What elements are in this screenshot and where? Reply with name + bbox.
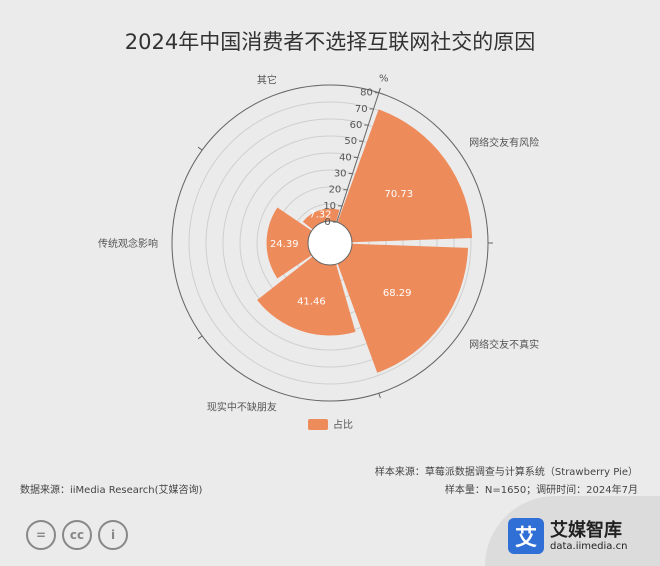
data-label: 70.73 xyxy=(385,189,414,200)
legend-label: 占比 xyxy=(333,418,353,431)
polar-bar-2 xyxy=(257,256,356,336)
axis-unit-label: % xyxy=(379,74,389,85)
radial-tick-label: 40 xyxy=(339,152,352,163)
radial-tick-label: 50 xyxy=(344,136,357,147)
grid-ring xyxy=(205,118,455,368)
radial-tick-label: 20 xyxy=(329,185,342,196)
polar-bar-3 xyxy=(266,207,312,279)
category-label: 传统观念影响 xyxy=(98,237,158,250)
grid-ring xyxy=(188,101,472,385)
radial-tick-label: 0 xyxy=(324,217,330,228)
polar-bar-chart: 70.73 网络交友有风险 68.29 网络交友不真实 41.46 现实中不缺朋友 24.3… xyxy=(98,73,539,431)
radial-tick-label: 60 xyxy=(350,120,363,131)
radial-tick-label: 30 xyxy=(334,169,347,180)
angle-tick xyxy=(197,335,203,340)
brand-url[interactable]: data.iimedia.cn xyxy=(550,540,628,552)
legend-swatch xyxy=(308,419,328,430)
data-source: 数据来源：iiMedia Research(艾媒咨询) xyxy=(20,485,203,496)
data-label: 41.46 xyxy=(297,296,326,307)
sample-info: 样本量：N=1650；调研时间：2024年7月 xyxy=(444,485,638,496)
radial-tick-label: 80 xyxy=(360,88,373,99)
data-label: 24.39 xyxy=(270,239,299,250)
radial-axis xyxy=(336,88,381,223)
data-label: 7.32 xyxy=(309,209,331,220)
radial-tick-label: 70 xyxy=(355,104,368,115)
polar-bar-4 xyxy=(302,208,340,230)
data-label: 68.29 xyxy=(383,288,412,299)
brand-logo-icon: 艾 xyxy=(508,518,544,554)
brand-block[interactable]: 艾 艾媒智库 data.iimedia.cn xyxy=(508,518,627,554)
equals-icon: = xyxy=(26,520,56,550)
polar-bar-1 xyxy=(337,243,469,373)
by-person-icon: i xyxy=(98,520,128,550)
angle-tick xyxy=(378,393,381,399)
category-label: 其它 xyxy=(257,73,277,86)
page-title: 2024年中国消费者不选择互联网社交的原因 xyxy=(124,30,536,54)
license-icons: = cc i xyxy=(26,520,128,550)
radial-tick-label: 10 xyxy=(323,201,336,212)
grid-ring xyxy=(222,135,438,351)
category-label: 网络交友不真实 xyxy=(469,338,539,351)
sample-source: 样本来源：草莓派数据调查与计算系统（Strawberry Pie） xyxy=(374,467,638,478)
cc-icon: cc xyxy=(62,520,92,550)
category-label: 现实中不缺朋友 xyxy=(207,401,277,414)
category-label: 网络交友有风险 xyxy=(469,136,539,149)
polar-inner-circle xyxy=(307,220,353,266)
polar-bar-0 xyxy=(337,109,473,243)
angle-tick xyxy=(197,146,203,151)
brand-name: 艾媒智库 xyxy=(550,519,622,541)
